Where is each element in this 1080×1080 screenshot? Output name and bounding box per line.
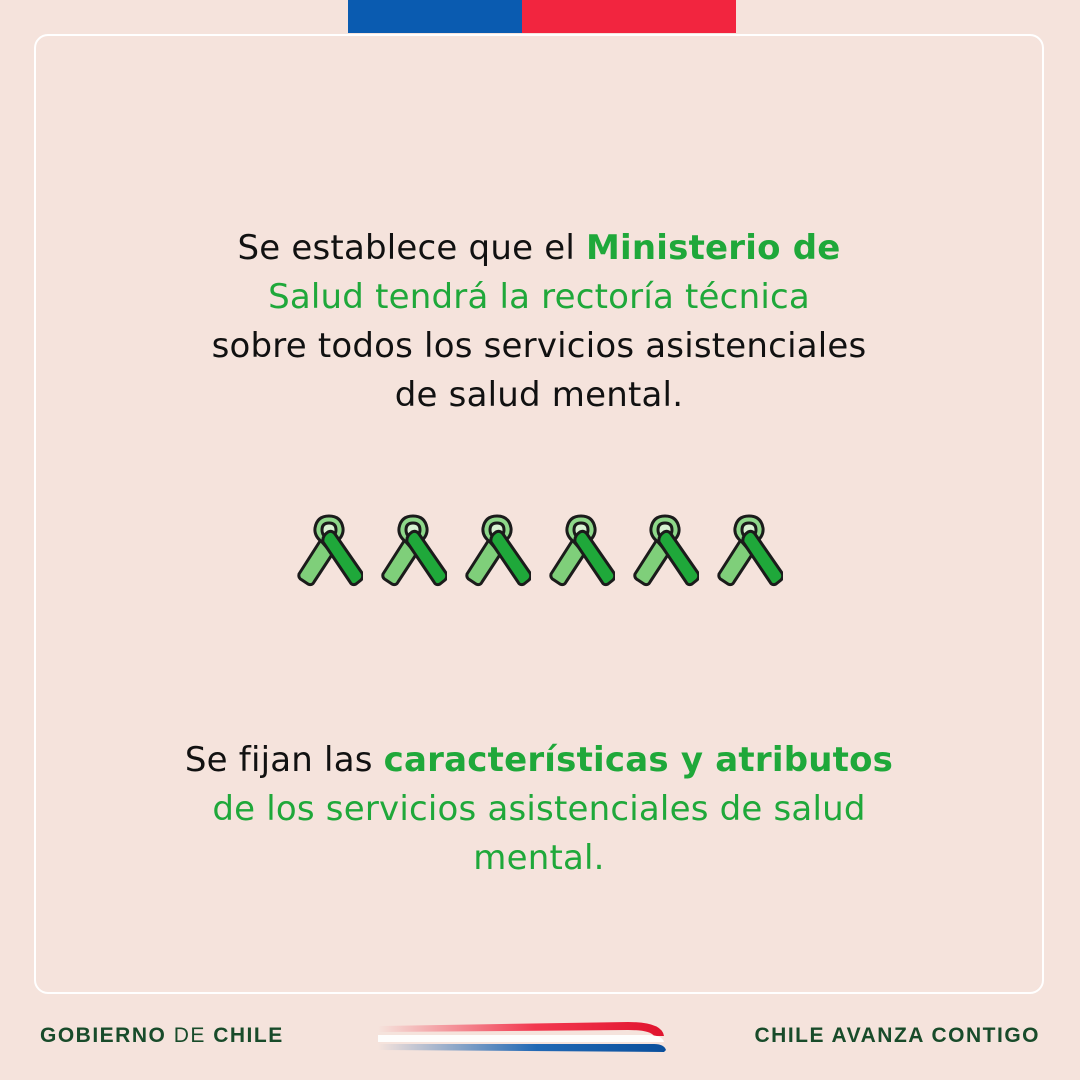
flag-red-stripe <box>522 0 736 33</box>
green-ribbon-icon <box>297 514 363 587</box>
statement-rectoria-line-3: sobre todos los servicios asistenciales <box>211 326 867 366</box>
text-normal: Se fijan las <box>184 740 384 780</box>
statement-rectoria-line-1: Se establece que el Ministerio de <box>36 224 1042 273</box>
statement-rectoria-line-4: de salud mental. <box>394 375 684 415</box>
footer-left-word-1: GOBIERNO <box>40 1024 174 1047</box>
ribbon-row <box>36 510 1042 592</box>
statement-caracteristicas-line-2: de los servicios asistenciales de salud <box>212 789 866 829</box>
green-ribbon-icon <box>381 514 447 587</box>
flag-bar <box>348 0 736 33</box>
green-ribbon-icon <box>465 514 531 587</box>
text-highlight: características y atributos <box>383 740 894 780</box>
statement-caracteristicas: Se fijan las características y atributos… <box>36 736 1042 883</box>
statement-rectoria: Se establece que el Ministerio de Salud … <box>36 224 1042 420</box>
gobierno-de-chile-logo-text: GOBIERNO DE CHILE <box>40 1024 284 1048</box>
green-ribbon-icon <box>633 514 699 587</box>
green-ribbon-icon <box>717 514 783 587</box>
footer-left-word-2: DE <box>173 1024 206 1047</box>
chile-flag-swoosh-icon <box>378 1022 666 1052</box>
green-ribbon-icon <box>549 514 615 587</box>
statement-rectoria-line-2: Salud tendrá la rectoría técnica <box>268 277 810 317</box>
content-card: Se establece que el Ministerio de Salud … <box>34 34 1044 994</box>
text-normal: Se establece que el <box>237 228 586 268</box>
flag-blue-stripe <box>348 0 522 33</box>
statement-caracteristicas-line-3: mental. <box>473 838 605 878</box>
footer-left-word-3: CHILE <box>205 1024 284 1047</box>
text-highlight: Ministerio de <box>585 228 841 268</box>
chile-avanza-contigo-text: CHILE AVANZA CONTIGO <box>754 1024 1040 1047</box>
statement-caracteristicas-line-1: Se fijan las características y atributos <box>36 736 1042 785</box>
